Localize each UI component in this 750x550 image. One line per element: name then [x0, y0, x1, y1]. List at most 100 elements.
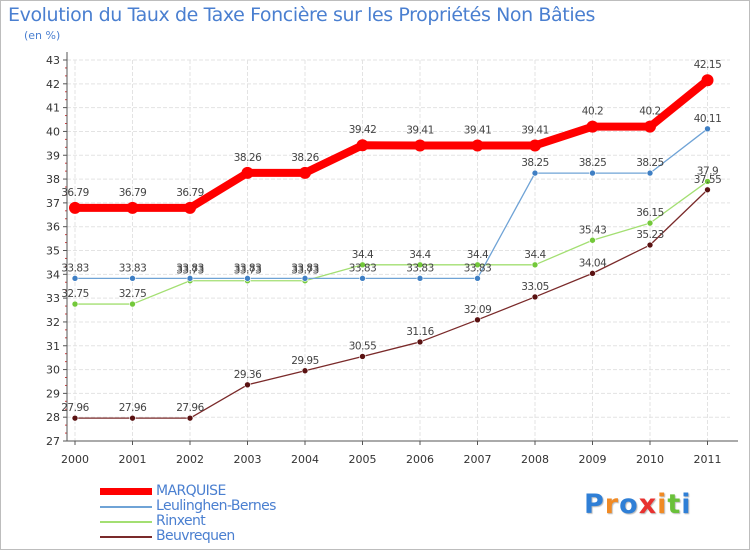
logo-letter: x: [638, 489, 658, 520]
data-point: [474, 275, 481, 282]
data-label: 33.05: [521, 281, 549, 293]
x-tick-label: 2006: [406, 453, 434, 466]
data-point: [241, 166, 254, 179]
data-label: 32.09: [464, 304, 492, 316]
data-point: [71, 414, 79, 422]
y-tick-label: 29: [46, 387, 60, 400]
data-point: [704, 186, 711, 194]
data-label: 33.83: [349, 262, 377, 274]
data-point: [69, 201, 81, 214]
data-point: [589, 169, 596, 177]
data-point: [644, 120, 656, 133]
data-point: [531, 169, 539, 177]
data-label: 38.25: [636, 157, 664, 169]
data-label: 34.4: [352, 249, 374, 261]
legend-item: Beuvrequen: [100, 529, 360, 544]
x-tick-label: 2003: [234, 453, 262, 466]
data-point: [129, 300, 136, 308]
logo-letter: i: [657, 489, 668, 520]
data-label: 38.25: [579, 157, 607, 169]
data-point: [356, 139, 369, 152]
data-point: [186, 275, 194, 282]
data-point: [301, 275, 309, 282]
data-point: [474, 261, 481, 269]
data-point: [701, 74, 714, 87]
data-point: [589, 270, 596, 277]
y-tick-label: 43: [46, 54, 60, 67]
data-point: [129, 414, 136, 422]
data-point: [646, 241, 654, 249]
data-point: [186, 414, 194, 422]
data-label: 38.26: [291, 152, 319, 164]
data-label: 29.36: [234, 369, 262, 381]
data-point: [359, 353, 366, 360]
data-label: 36.79: [119, 187, 147, 199]
logo-letter: i: [681, 489, 692, 520]
y-tick-label: 32: [46, 316, 60, 329]
data-point: [359, 261, 366, 269]
y-tick-label: 35: [46, 245, 60, 258]
data-label: 33.73: [234, 265, 262, 277]
data-point: [586, 120, 599, 133]
data-label: 33.83: [406, 262, 434, 274]
y-tick-label: 38: [46, 173, 60, 186]
data-label: 34.4: [409, 249, 431, 261]
data-label: 39.41: [406, 124, 434, 136]
data-label: 35.23: [636, 229, 664, 241]
data-label: 27.96: [61, 402, 89, 414]
data-point: [529, 139, 541, 152]
y-tick-label: 36: [46, 221, 60, 234]
chart-legend: MARQUISE Leulinghen-Bernes Rinxent Beuvrequ…: [100, 484, 360, 544]
legend-label: Leulinghen-Bernes: [156, 498, 276, 514]
data-point: [589, 236, 596, 244]
series-line-leulinghen-bernes: [74, 128, 709, 280]
data-point: [244, 381, 251, 389]
x-tick-label: 2004: [291, 453, 319, 466]
legend-label: MARQUISE: [156, 483, 226, 499]
proxiti-logo: Proxiti: [584, 489, 692, 520]
legend-swatch: [100, 521, 152, 523]
logo-letter: t: [667, 489, 682, 520]
data-label: 35.43: [579, 224, 607, 236]
data-label: 34.4: [524, 249, 546, 261]
data-label: 42.15: [694, 59, 722, 71]
logo-letter: P: [584, 489, 605, 520]
x-tick-label: 2002: [176, 453, 204, 466]
legend-item: Rinxent: [100, 514, 360, 529]
data-point: [646, 219, 654, 227]
y-tick-label: 34: [46, 268, 60, 281]
y-tick-label: 37: [46, 197, 60, 210]
y-tick-label: 39: [46, 149, 60, 162]
data-point: [704, 125, 711, 133]
y-tick-label: 31: [46, 340, 60, 353]
data-label: 40.11: [694, 113, 722, 125]
data-label: 33.83: [176, 262, 204, 274]
data-point: [299, 166, 311, 179]
data-label: 33.83: [234, 262, 262, 274]
data-label: 33.83: [119, 262, 147, 274]
x-tick-label: 2005: [349, 453, 377, 466]
data-point: [531, 261, 539, 269]
data-point: [416, 338, 424, 346]
data-label: 27.96: [176, 402, 204, 414]
data-label: 37.55: [694, 174, 722, 186]
data-point: [71, 275, 79, 282]
data-label: 36.79: [176, 187, 204, 199]
series-line-beuvrequen: [74, 189, 709, 419]
data-label: 39.42: [349, 124, 377, 136]
data-label: 33.83: [61, 262, 89, 274]
data-label: 34.4: [467, 249, 489, 261]
data-point: [129, 275, 136, 282]
data-point: [71, 300, 79, 308]
data-label: 33.83: [291, 262, 319, 274]
logo-letter: o: [619, 489, 639, 520]
y-tick-label: 41: [46, 102, 60, 115]
data-label: 38.26: [234, 152, 262, 164]
data-label: 33.73: [176, 265, 204, 277]
x-tick-label: 2007: [464, 453, 492, 466]
logo-letter: r: [604, 489, 620, 520]
legend-label: Rinxent: [156, 513, 206, 529]
data-label: 37.9: [697, 165, 718, 177]
